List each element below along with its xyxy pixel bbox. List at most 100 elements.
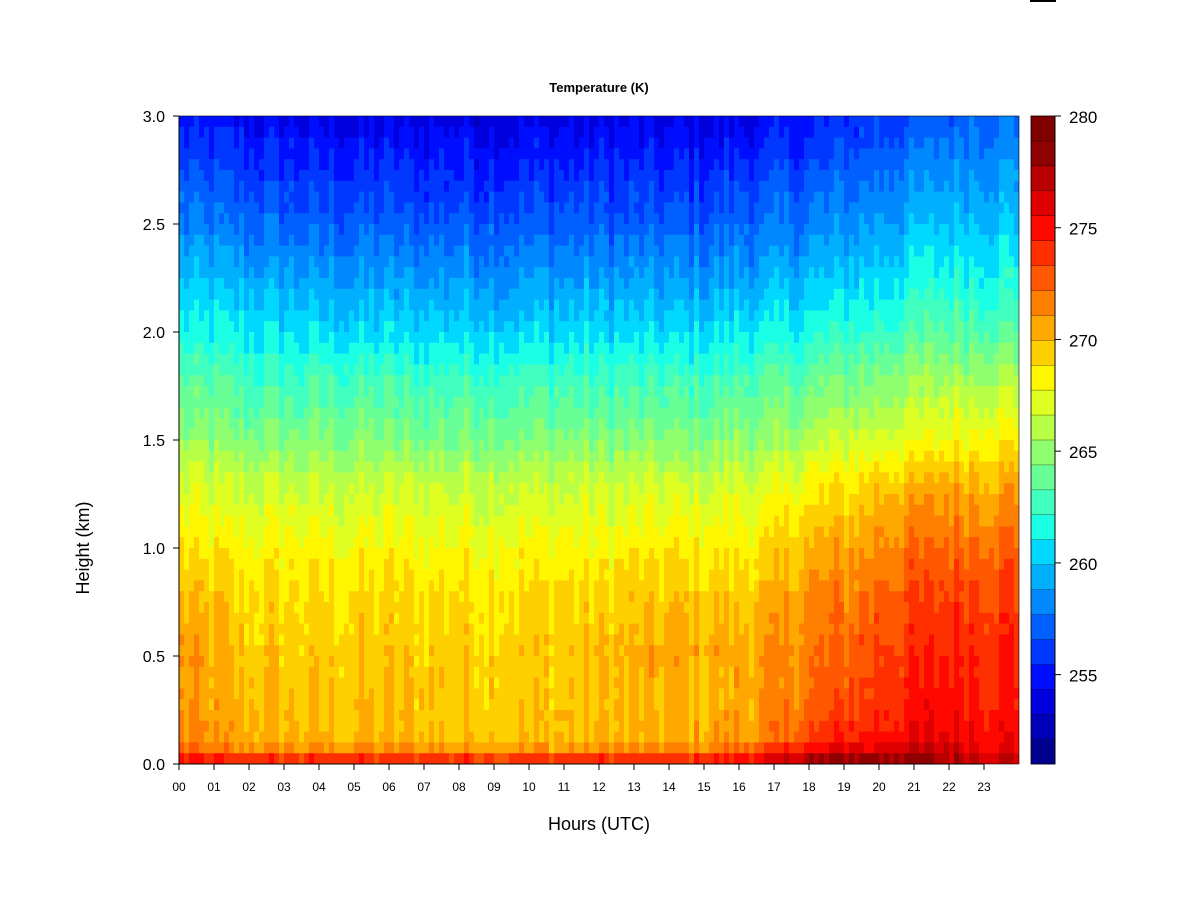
heatmap-cell (224, 375, 230, 387)
heatmap-cell (339, 580, 345, 592)
heatmap-cell (224, 148, 230, 160)
heatmap-cell (254, 440, 260, 452)
heatmap-cell (429, 612, 435, 624)
heatmap-cell (369, 548, 375, 560)
heatmap-cell (549, 710, 555, 722)
heatmap-cell (514, 342, 520, 354)
heatmap-cell (569, 180, 575, 192)
heatmap-cell (449, 224, 455, 236)
heatmap-cell (374, 137, 380, 149)
heatmap-cell (524, 418, 530, 430)
heatmap-cell (289, 418, 295, 430)
heatmap-cell (404, 396, 410, 408)
heatmap-cell (354, 710, 360, 722)
heatmap-cell (374, 450, 380, 462)
heatmap-cell (209, 440, 215, 452)
heatmap-cell (424, 731, 430, 743)
heatmap-cell (384, 375, 390, 387)
heatmap-cell (489, 602, 495, 614)
heatmap-cell (589, 710, 595, 722)
heatmap-cell (294, 170, 300, 182)
heatmap-cell (549, 256, 555, 268)
heatmap-cell (519, 677, 525, 689)
heatmap-cell (274, 548, 280, 560)
heatmap-cell (294, 364, 300, 376)
heatmap-cell (224, 396, 230, 408)
heatmap-cell (559, 353, 565, 365)
heatmap-cell (454, 742, 460, 754)
heatmap-cell (454, 515, 460, 527)
heatmap-cell (569, 288, 575, 300)
heatmap-cell (584, 742, 590, 754)
heatmap-cell (549, 699, 555, 711)
heatmap-cell (324, 224, 330, 236)
heatmap-cell (349, 299, 355, 311)
heatmap-cell (249, 234, 255, 246)
heatmap-cell (289, 645, 295, 657)
heatmap-cell (574, 267, 580, 279)
heatmap-cell (544, 504, 550, 516)
heatmap-cell (274, 666, 280, 678)
heatmap-cell (344, 677, 350, 689)
heatmap-cell (294, 321, 300, 333)
heatmap-cell (384, 494, 390, 506)
heatmap-cell (259, 256, 265, 268)
heatmap-cell (509, 418, 515, 430)
heatmap-cell (514, 278, 520, 290)
heatmap-cell (274, 623, 280, 635)
heatmap-cell (434, 386, 440, 398)
heatmap-cell (219, 612, 225, 624)
heatmap-cell (214, 342, 220, 354)
heatmap-cell (369, 321, 375, 333)
heatmap-cell (479, 332, 485, 344)
heatmap-cell (389, 170, 395, 182)
heatmap-cell (224, 483, 230, 495)
heatmap-cell (374, 612, 380, 624)
heatmap-cell (464, 461, 470, 473)
heatmap-cell (374, 310, 380, 322)
heatmap-cell (339, 677, 345, 689)
heatmap-cell (559, 656, 565, 668)
heatmap-cell (559, 288, 565, 300)
heatmap-cell (524, 116, 530, 128)
heatmap-cell (314, 440, 320, 452)
heatmap-cell (464, 332, 470, 344)
heatmap-cell (559, 386, 565, 398)
heatmap-cell (414, 666, 420, 678)
heatmap-cell (479, 353, 485, 365)
heatmap-cell (289, 634, 295, 646)
heatmap-cell (519, 159, 525, 171)
heatmap-cell (564, 742, 570, 754)
heatmap-cell (489, 515, 495, 527)
heatmap-cell (509, 386, 515, 398)
heatmap-cell (479, 418, 485, 430)
heatmap-cell (454, 440, 460, 452)
heatmap-cell (544, 170, 550, 182)
heatmap-cell (179, 580, 185, 592)
heatmap-cell (474, 472, 480, 484)
heatmap-cell (429, 580, 435, 592)
heatmap-cell (524, 753, 530, 764)
heatmap-cell (449, 569, 455, 581)
heatmap-cell (329, 699, 335, 711)
heatmap-cell (569, 299, 575, 311)
heatmap-cell (374, 418, 380, 430)
heatmap-cell (379, 656, 385, 668)
heatmap-cell (384, 418, 390, 430)
heatmap-cell (539, 180, 545, 192)
heatmap-cell (194, 364, 200, 376)
heatmap-cell (324, 126, 330, 138)
heatmap-cell (384, 710, 390, 722)
heatmap-cell (424, 677, 430, 689)
heatmap-cell (379, 591, 385, 603)
heatmap-cell (279, 731, 285, 743)
heatmap-cell (224, 191, 230, 203)
heatmap-cell (289, 170, 295, 182)
heatmap-cell (374, 321, 380, 333)
heatmap-cell (189, 742, 195, 754)
heatmap-cell (474, 558, 480, 570)
heatmap-cell (184, 267, 190, 279)
heatmap-cell (484, 656, 490, 668)
heatmap-cell (249, 386, 255, 398)
heatmap-cell (304, 710, 310, 722)
